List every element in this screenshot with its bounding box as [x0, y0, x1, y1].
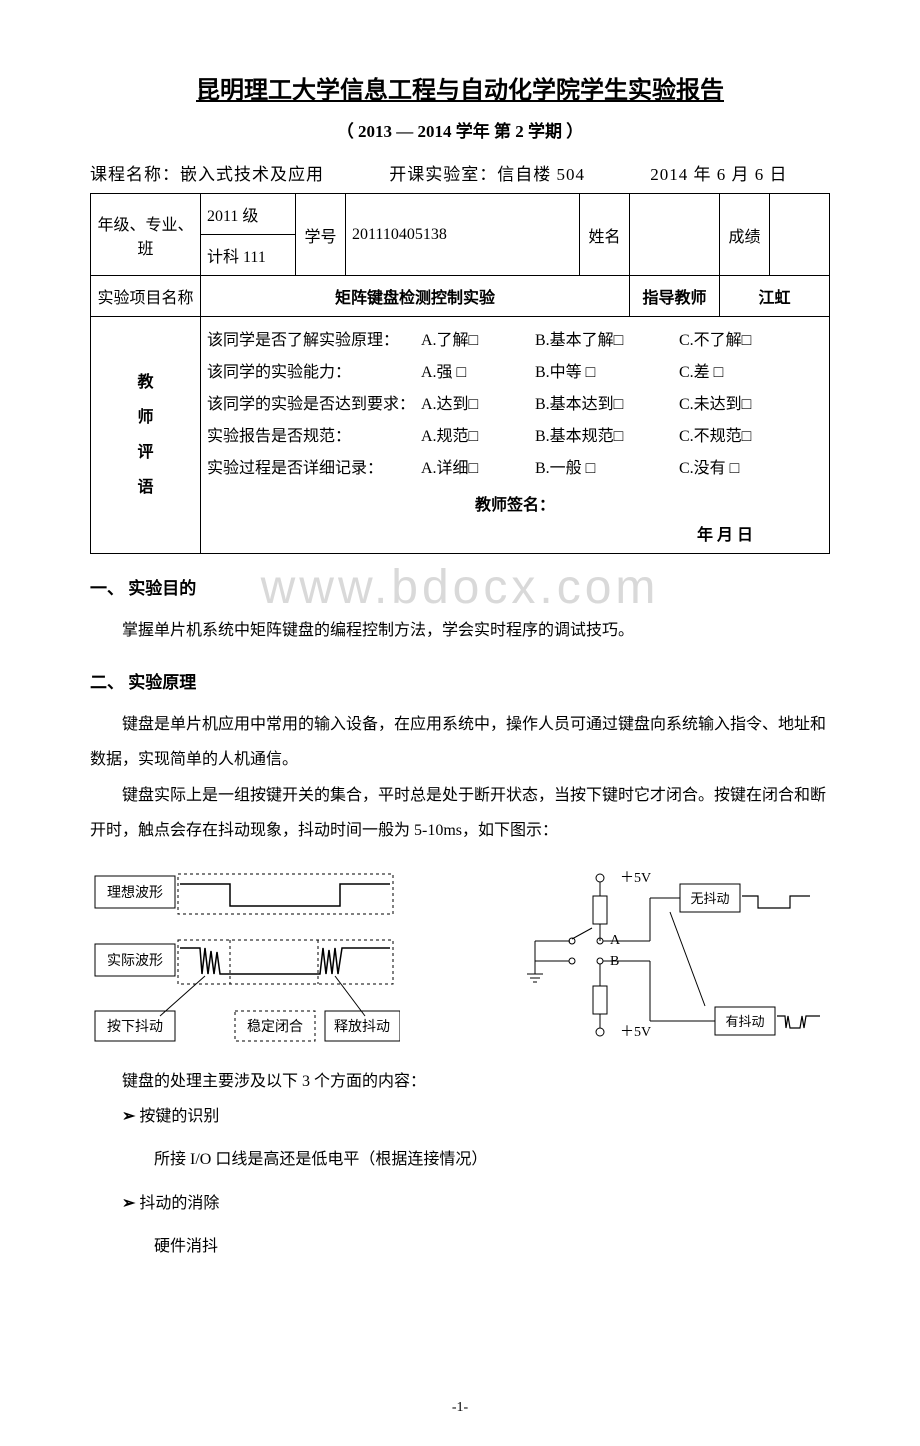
eval-q: 该同学是否了解实验原理： — [207, 325, 417, 357]
eval-c: C.不了解□ — [679, 332, 751, 349]
section3-p1: 键盘的处理主要涉及以下 3 个方面的内容： — [90, 1064, 830, 1099]
list-item: 按键的识别 — [122, 1099, 830, 1134]
table-row: 年级、专业、班 2011 级 学号 201110405138 姓名 成绩 — [91, 194, 830, 235]
eval-a: A.了解□ — [421, 325, 531, 357]
main-title: 昆明理工大学信息工程与自动化学院学生实验报告 — [90, 70, 830, 105]
list-item: 抖动的消除 — [122, 1186, 830, 1221]
lab-label: 开课实验室： — [389, 160, 497, 185]
section1-p1: 掌握单片机系统中矩阵键盘的编程控制方法，学会实时程序的调试技巧。 — [90, 613, 830, 648]
sub-text-2: 硬件消抖 — [90, 1229, 830, 1264]
v5-top-label: ＋5V — [620, 871, 651, 886]
section2-heading: 二、 实验原理 — [90, 668, 830, 693]
student-no-label: 学号 — [296, 194, 346, 276]
grade-label: 年级、专业、班 — [91, 194, 201, 276]
eval-c: C.未达到□ — [679, 396, 751, 413]
teacher-label: 指导教师 — [630, 276, 720, 317]
actual-label: 实际波形 — [107, 953, 163, 969]
eval-b: B.基本达到□ — [535, 389, 675, 421]
student-no-value: 201110405138 — [346, 194, 580, 276]
bullet-list: 按键的识别 — [90, 1099, 830, 1134]
score-label: 成绩 — [720, 194, 770, 276]
section2-p2: 键盘实际上是一组按键开关的集合，平时总是处于断开状态，当按下键时它才闭合。按键在… — [90, 778, 830, 848]
eval-line: 实验过程是否详细记录： A.详细□ B.一般 □ C.没有 □ — [207, 453, 823, 485]
press-bounce-label: 按下抖动 — [107, 1019, 163, 1035]
grade-value-2: 计科 111 — [201, 235, 296, 276]
eval-b: B.基本了解□ — [535, 325, 675, 357]
course-value: 嵌入式技术及应用 — [180, 160, 324, 185]
section2-p1: 键盘是单片机应用中常用的输入设备，在应用系统中，操作人员可通过键盘向系统输入指令… — [90, 707, 830, 777]
eval-q: 该同学的实验是否达到要求： — [207, 389, 417, 421]
eval-q: 该同学的实验能力： — [207, 357, 417, 389]
semester-line: （ 2013 — 2014 学年 第 2 学期 ） — [90, 117, 830, 142]
exp-name-value: 矩阵键盘检测控制实验 — [201, 276, 630, 317]
stable-label: 稳定闭合 — [247, 1019, 303, 1035]
eval-b: B.中等 □ — [535, 357, 675, 389]
exp-name-label: 实验项目名称 — [91, 276, 201, 317]
eval-q: 实验过程是否详细记录： — [207, 453, 417, 485]
eval-a: A.强 □ — [421, 357, 531, 389]
course-label: 课程名称： — [90, 160, 180, 185]
circuit-diagram: ＋5V A 无抖动 B ＋5V — [490, 866, 830, 1046]
eval-b: B.一般 □ — [535, 453, 675, 485]
no-bounce-label: 无抖动 — [690, 891, 729, 906]
eval-line: 实验报告是否规范： A.规范□ B.基本规范□ C.不规范□ — [207, 421, 823, 453]
eval-a: A.达到□ — [421, 389, 531, 421]
name-label: 姓名 — [580, 194, 630, 276]
sign-label: 教师签名： — [207, 491, 823, 515]
eval-row: 教师评语 该同学是否了解实验原理： A.了解□ B.基本了解□ C.不了解□ 该… — [91, 317, 830, 554]
eval-a: A.详细□ — [421, 453, 531, 485]
eval-q: 实验报告是否规范： — [207, 421, 417, 453]
eval-line: 该同学的实验能力： A.强 □ B.中等 □ C.差 □ — [207, 357, 823, 389]
date-value: 2014 年 6 月 6 日 — [650, 160, 787, 185]
eval-line: 该同学是否了解实验原理： A.了解□ B.基本了解□ C.不了解□ — [207, 325, 823, 357]
bounce-label: 有抖动 — [725, 1014, 764, 1029]
page-number: -1- — [452, 1400, 468, 1416]
lab-value: 信自楼 504 — [497, 160, 585, 185]
waveform-diagram: 理想波形 实际波形 按下抖动 稳定闭合 释放抖动 — [90, 866, 400, 1046]
score-value — [770, 194, 830, 276]
v5-bot-label: ＋5V — [620, 1025, 651, 1040]
eval-c: C.不规范□ — [679, 428, 751, 445]
bullet-list: 抖动的消除 — [90, 1186, 830, 1221]
eval-a: A.规范□ — [421, 421, 531, 453]
table-row: 实验项目名称 矩阵键盘检测控制实验 指导教师 江虹 — [91, 276, 830, 317]
sign-date: 年 月 日 — [207, 521, 823, 545]
info-table: 年级、专业、班 2011 级 学号 201110405138 姓名 成绩 计科 … — [90, 193, 830, 554]
section1-heading: 一、 实验目的 — [90, 574, 830, 599]
release-bounce-label: 释放抖动 — [334, 1019, 390, 1035]
eval-body: 该同学是否了解实验原理： A.了解□ B.基本了解□ C.不了解□ 该同学的实验… — [201, 317, 830, 554]
eval-line: 该同学的实验是否达到要求： A.达到□ B.基本达到□ C.未达到□ — [207, 389, 823, 421]
eval-b: B.基本规范□ — [535, 421, 675, 453]
teacher-value: 江虹 — [720, 276, 830, 317]
eval-c: C.差 □ — [679, 364, 723, 381]
sub-text-1: 所接 I/O 口线是高还是低电平（根据连接情况） — [90, 1142, 830, 1177]
eval-side-label: 教师评语 — [91, 317, 201, 554]
ideal-label: 理想波形 — [107, 885, 163, 901]
eval-c: C.没有 □ — [679, 460, 739, 477]
diagram-row: 理想波形 实际波形 按下抖动 稳定闭合 释放抖动 ＋5V A — [90, 866, 830, 1046]
name-value — [630, 194, 720, 276]
meta-row: 课程名称：嵌入式技术及应用 开课实验室：信自楼 504 2014 年 6 月 6… — [90, 160, 830, 185]
grade-value-1: 2011 级 — [201, 194, 296, 235]
